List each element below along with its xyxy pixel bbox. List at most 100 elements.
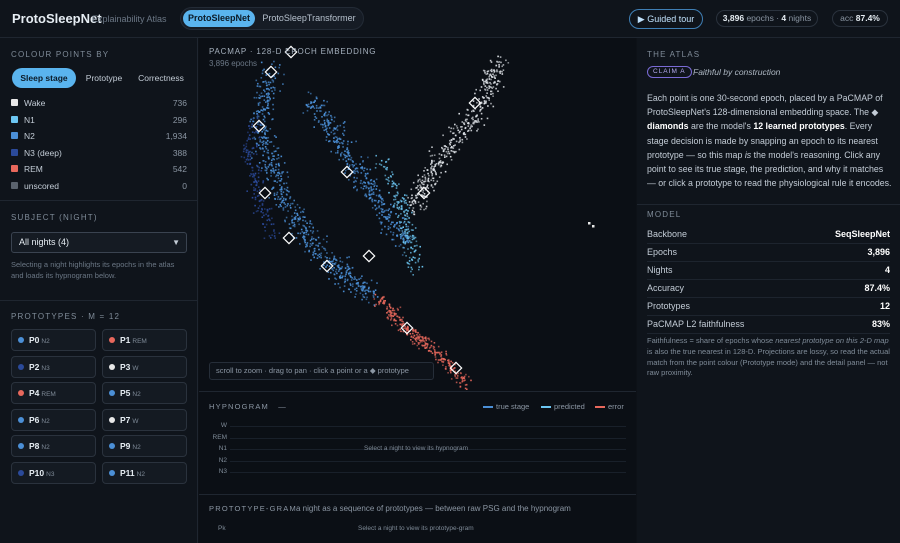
prototypes-heading: PROTOTYPES · M = 12 xyxy=(11,312,121,321)
tab-protosleepnet[interactable]: ProtoSleepNet xyxy=(183,10,255,27)
prototype-card-p5[interactable]: P5 N2 xyxy=(102,382,187,404)
legend-predicted: predicted xyxy=(541,402,585,411)
model-row-accuracy: Accuracy 87.4% xyxy=(647,280,890,298)
guided-tour-button[interactable]: ▶ Guided tour xyxy=(629,9,703,29)
model-row-nights: Nights 4 xyxy=(647,262,890,280)
legend-count: 0 xyxy=(182,180,187,191)
fnote-italic: nearest prototype on this 2-D map xyxy=(775,336,889,345)
legend-row-n2[interactable]: N2 1,934 xyxy=(11,131,187,143)
prototype-diamond-marker[interactable] xyxy=(340,165,354,179)
legend-row-unscored[interactable]: unscored 0 xyxy=(11,181,187,193)
prototype-card-p8[interactable]: P8 N2 xyxy=(11,435,96,457)
prototype-id: P2 xyxy=(29,361,40,372)
legend-count: 296 xyxy=(172,114,187,125)
prototype-gram-section: PROTOTYPE-GRAM a night as a sequence of … xyxy=(199,494,636,543)
legend-row-n1[interactable]: N1 296 xyxy=(11,115,187,127)
legend-count: 736 xyxy=(172,98,187,108)
prototype-dot xyxy=(18,416,24,423)
prototype-diamond-marker[interactable] xyxy=(417,186,431,200)
legend-row-rem[interactable]: REM 542 xyxy=(11,164,187,176)
prototype-stage: N3 xyxy=(46,470,55,478)
model-value: 12 xyxy=(879,301,890,311)
prototype-name: P6 N2 xyxy=(29,415,50,425)
prototype-name: P4 REM xyxy=(29,388,56,398)
colour-mode-correctness[interactable]: Correctness xyxy=(138,73,184,83)
legend-swatch xyxy=(11,99,18,106)
colour-mode-prototype[interactable]: Prototype xyxy=(85,73,123,83)
prototype-dot xyxy=(18,443,24,449)
model-tabs: ProtoSleepNet ProtoSleepTransformer xyxy=(180,7,364,30)
prototype-card-p1[interactable]: P1 REM xyxy=(102,329,187,351)
prototype-card-p4[interactable]: P4 REM xyxy=(11,382,96,404)
model-row-backbone: Backbone SeqSleepNet xyxy=(647,226,890,244)
legend-swatch xyxy=(11,148,18,156)
prototype-stage: N2 xyxy=(41,417,50,425)
prototype-diamond-marker[interactable] xyxy=(284,45,298,59)
prototype-card-p0[interactable]: P0 N2 xyxy=(11,329,96,351)
prototype-gram-title: PROTOTYPE-GRAM xyxy=(209,504,297,513)
prototype-name: P2 N3 xyxy=(29,362,50,372)
stage-label-w: W xyxy=(220,422,227,429)
hypnogram-gridline xyxy=(230,449,626,450)
prototype-dot xyxy=(18,390,24,396)
prototype-dot xyxy=(109,390,115,396)
prototype-diamond-marker[interactable] xyxy=(468,96,482,110)
prototype-gram-empty-message: Select a night to view its prototype-gra… xyxy=(358,525,474,532)
embedding-scatter-plot[interactable] xyxy=(199,38,636,390)
desc-part: Each point is one 30-second epoch, place… xyxy=(647,93,883,118)
legend-swatch xyxy=(11,132,18,139)
subject-select[interactable]: All nights (4) ▼ xyxy=(11,232,187,253)
prototype-stage: N2 xyxy=(41,338,50,345)
legend-label: unscored xyxy=(24,180,59,191)
prototype-card-p10[interactable]: P10 N3 xyxy=(11,461,96,484)
legend-swatch xyxy=(11,115,18,123)
legend-row-wake[interactable]: Wake 736 xyxy=(11,98,187,110)
prototype-dot xyxy=(18,337,24,343)
hypnogram-gridline xyxy=(230,437,626,439)
prototype-diamond-marker[interactable] xyxy=(282,231,296,245)
accuracy-value: 87.4% xyxy=(855,13,880,23)
prototype-card-p2[interactable]: P2 N3 xyxy=(11,355,96,378)
atlas-heading: THE ATLAS xyxy=(647,50,701,59)
prototype-name: P11 N2 xyxy=(120,468,145,478)
claim-badge: CLAIM A xyxy=(647,66,692,78)
zoom-pan-hint: scroll to zoom · drag to pan · click a p… xyxy=(209,362,434,380)
legend-true-stage: true stage xyxy=(483,402,529,411)
model-value: 4 xyxy=(884,265,890,275)
prototype-diamond-marker[interactable] xyxy=(449,361,463,375)
model-value: 3,896 xyxy=(867,247,890,257)
prototype-diamond-marker[interactable] xyxy=(362,249,376,263)
prototype-id: P10 xyxy=(29,467,45,478)
prototype-gram-subtitle: a night as a sequence of prototypes — be… xyxy=(296,504,571,513)
divider xyxy=(0,300,198,301)
legend-swatch xyxy=(11,165,18,172)
prototype-diamond-marker[interactable] xyxy=(264,65,278,79)
prototype-name: P9 N2 xyxy=(120,441,141,451)
prototype-id: P6 xyxy=(29,414,40,425)
tab-protosleeptransformer[interactable]: ProtoSleepTransformer xyxy=(262,13,356,23)
prototype-card-p11[interactable]: P11 N2 xyxy=(102,461,187,484)
prototype-id: P3 xyxy=(120,361,131,372)
epochs-nights-badge: 3,896 epochs · 4 nights xyxy=(716,10,818,27)
prototype-card-p7[interactable]: P7 W xyxy=(102,408,187,431)
prototype-card-p6[interactable]: P6 N2 xyxy=(11,408,96,431)
prototype-id: P7 xyxy=(120,414,131,425)
prototype-diamond-marker[interactable] xyxy=(320,259,334,273)
prototype-stage: N2 xyxy=(136,470,145,478)
faithfulness-note: Faithfulness = share of epochs whose nea… xyxy=(647,336,892,379)
legend-predicted-label: predicted xyxy=(554,402,585,411)
prototype-diamond-marker[interactable] xyxy=(258,186,272,200)
prototype-diamond-marker[interactable] xyxy=(400,321,414,335)
prototype-card-p9[interactable]: P9 N2 xyxy=(102,435,187,457)
legend-row-n3-deep[interactable]: N3 (deep) 388 xyxy=(11,148,187,160)
model-row-epochs: Epochs 3,896 xyxy=(647,244,890,262)
prototype-id: P0 xyxy=(29,335,40,345)
top-bar: ProtoSleepNet Explainability Atlas Proto… xyxy=(0,0,900,38)
colour-mode-sleep-stage[interactable]: Sleep stage xyxy=(12,68,76,88)
prototype-card-p3[interactable]: P3 W xyxy=(102,355,187,378)
epochs-word: epochs · xyxy=(746,13,780,23)
model-key: Epochs xyxy=(647,247,678,257)
prototype-diamond-marker[interactable] xyxy=(252,119,266,133)
right-panel: THE ATLAS CLAIM A Faithful by constructi… xyxy=(637,38,900,543)
legend-label: N3 (deep) xyxy=(24,147,62,158)
